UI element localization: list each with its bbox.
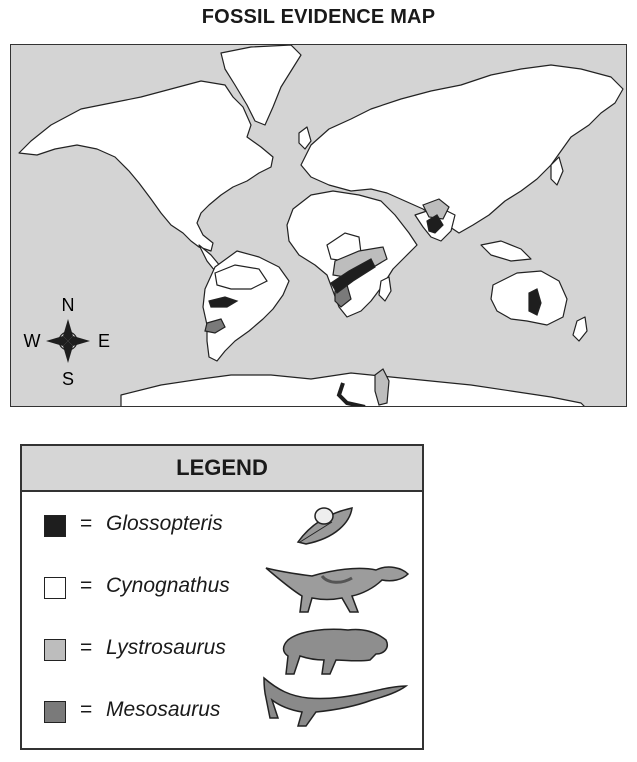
madagascar	[378, 276, 392, 302]
legend-item-lystrosaurus: = Lystrosaurus	[22, 622, 422, 682]
se-asia-islands	[480, 240, 532, 262]
legend-header: LEGEND	[22, 446, 422, 492]
mesosaurus-region-south-america	[204, 318, 226, 334]
legend-item-cynognathus: = Cynognathus	[22, 560, 422, 620]
compass-east: E	[98, 331, 110, 351]
cynognathus-region-south-america	[214, 264, 268, 290]
glossopteris-region-south-america	[208, 296, 239, 308]
lystrosaurus-region-africa	[332, 246, 388, 278]
equals-sign: =	[80, 698, 93, 721]
glossopteris-region-australia	[528, 288, 542, 316]
compass-south: S	[62, 369, 74, 389]
mesosaurus-swatch	[44, 701, 66, 723]
uk	[298, 126, 312, 150]
legend-item-mesosaurus: = Mesosaurus	[22, 676, 422, 744]
cynognathus-icon	[265, 566, 410, 613]
lystrosaurus-icon	[282, 628, 388, 675]
world-map-svg: N S E W	[18, 45, 624, 406]
eurasia	[300, 64, 624, 234]
equals-sign: =	[80, 512, 93, 535]
map-title: FOSSIL EVIDENCE MAP	[201, 6, 436, 28]
fossil-map: N S E W	[10, 44, 627, 407]
lystrosaurus-swatch	[44, 639, 66, 661]
legend-box: LEGEND = Glossopteris = Cynognathus = Ly…	[20, 444, 424, 750]
compass-north: N	[62, 295, 75, 315]
japan	[550, 156, 564, 186]
new-zealand	[572, 316, 588, 342]
glossopteris-swatch	[44, 515, 66, 537]
compass-west: W	[24, 331, 41, 351]
legend-label-lystrosaurus: Lystrosaurus	[106, 636, 226, 659]
antarctica	[120, 372, 585, 406]
compass-rose: N S E W	[24, 295, 111, 389]
glossopteris-region-africa	[330, 258, 376, 294]
glossopteris-leaf-icon	[296, 507, 353, 545]
lystrosaurus-region-antarctica	[374, 368, 390, 406]
cynognathus-swatch	[44, 577, 66, 599]
lystrosaurus-region-india	[422, 198, 450, 220]
legend-label-glossopteris: Glossopteris	[106, 512, 223, 535]
glossopteris-region-antarctica	[336, 382, 366, 406]
north-america	[18, 80, 274, 252]
mesosaurus-icon	[263, 676, 409, 727]
greenland	[220, 45, 302, 126]
equals-sign: =	[80, 636, 93, 659]
legend-label-mesosaurus: Mesosaurus	[106, 698, 221, 721]
legend-item-glossopteris: = Glossopteris	[22, 498, 422, 558]
glossopteris-region-india	[426, 214, 444, 234]
legend-label-cynognathus: Cynognathus	[106, 574, 230, 597]
equals-sign: =	[80, 574, 93, 597]
